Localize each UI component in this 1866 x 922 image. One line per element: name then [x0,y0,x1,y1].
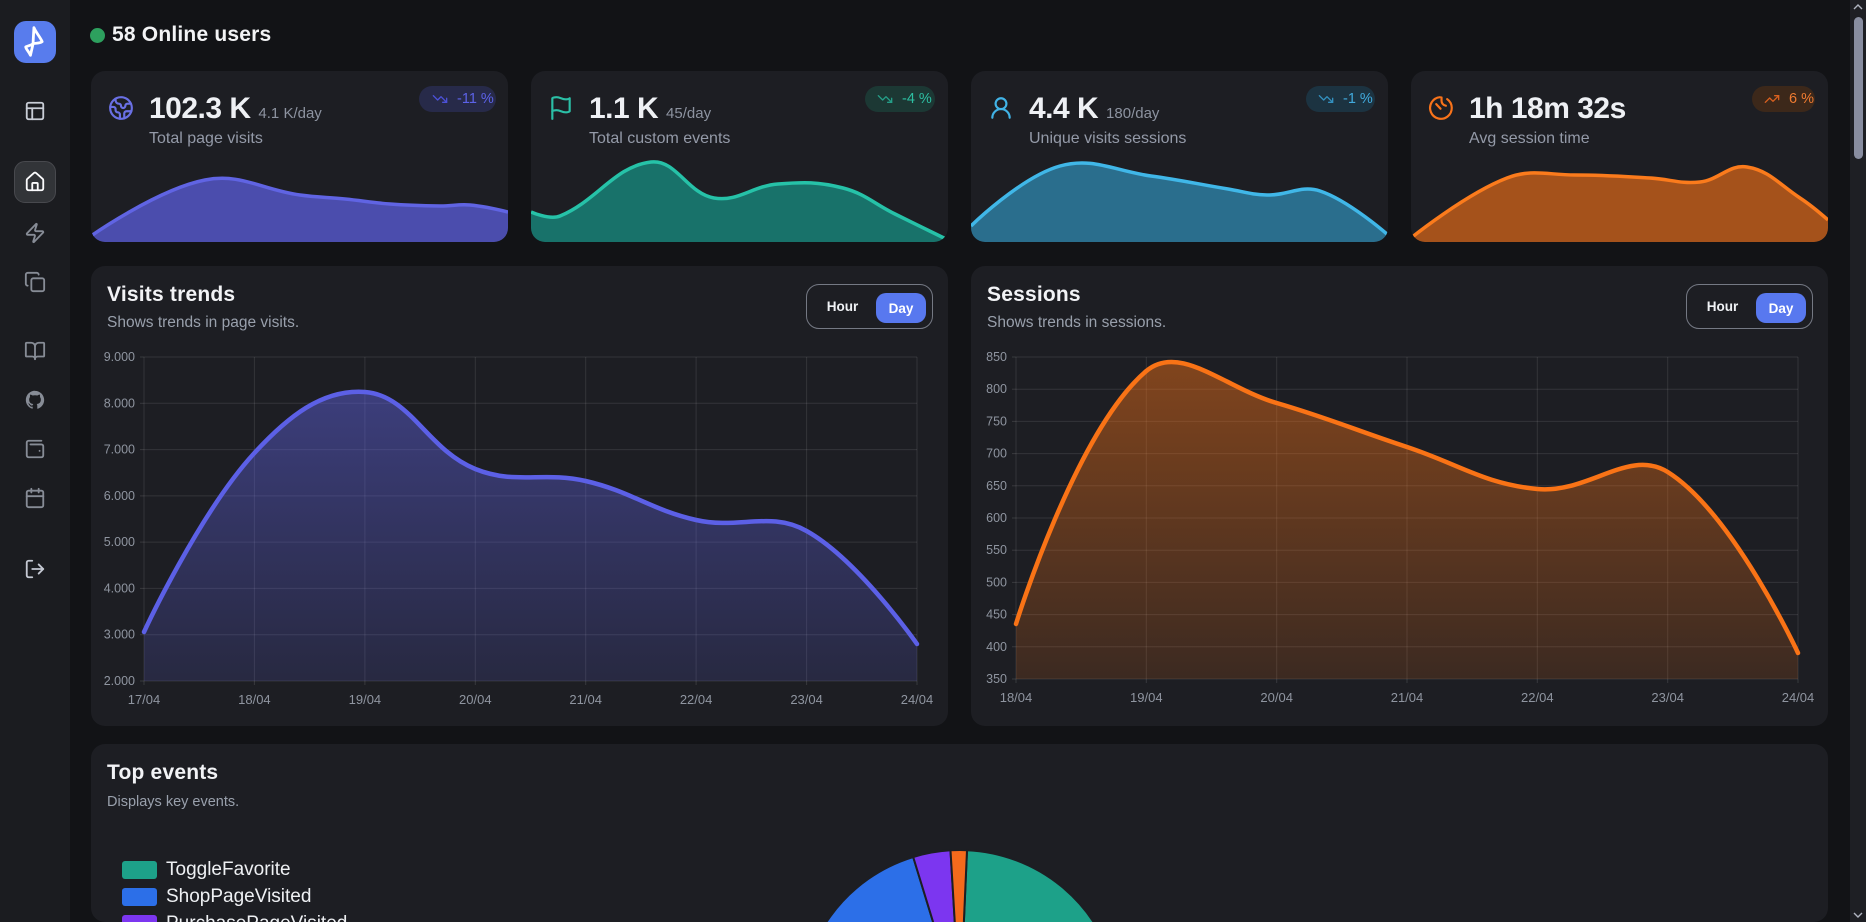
svg-text:2.000: 2.000 [104,674,135,688]
svg-text:22/04: 22/04 [680,692,713,707]
svg-text:4.000: 4.000 [104,581,135,595]
svg-text:500: 500 [986,575,1007,589]
svg-text:22/04: 22/04 [1521,690,1554,705]
svg-text:24/04: 24/04 [901,692,934,707]
svg-text:18/04: 18/04 [1000,690,1033,705]
svg-text:400: 400 [986,640,1007,654]
svg-text:7.000: 7.000 [104,443,135,457]
svg-text:9.000: 9.000 [104,350,135,364]
svg-text:21/04: 21/04 [1391,690,1424,705]
svg-text:5.000: 5.000 [104,535,135,549]
svg-text:350: 350 [986,672,1007,686]
svg-text:20/04: 20/04 [459,692,492,707]
svg-text:19/04: 19/04 [1130,690,1163,705]
svg-text:700: 700 [986,447,1007,461]
svg-text:750: 750 [986,414,1007,428]
svg-text:450: 450 [986,608,1007,622]
svg-text:650: 650 [986,479,1007,493]
svg-text:23/04: 23/04 [790,692,823,707]
svg-text:18/04: 18/04 [238,692,271,707]
svg-text:600: 600 [986,511,1007,525]
svg-text:8.000: 8.000 [104,396,135,410]
svg-text:24/04: 24/04 [1782,690,1815,705]
svg-text:550: 550 [986,543,1007,557]
svg-text:850: 850 [986,350,1007,364]
svg-text:6.000: 6.000 [104,489,135,503]
svg-text:21/04: 21/04 [569,692,602,707]
svg-text:800: 800 [986,382,1007,396]
svg-text:23/04: 23/04 [1651,690,1684,705]
svg-text:20/04: 20/04 [1260,690,1293,705]
svg-text:17/04: 17/04 [128,692,161,707]
svg-text:19/04: 19/04 [349,692,382,707]
svg-text:3.000: 3.000 [104,628,135,642]
